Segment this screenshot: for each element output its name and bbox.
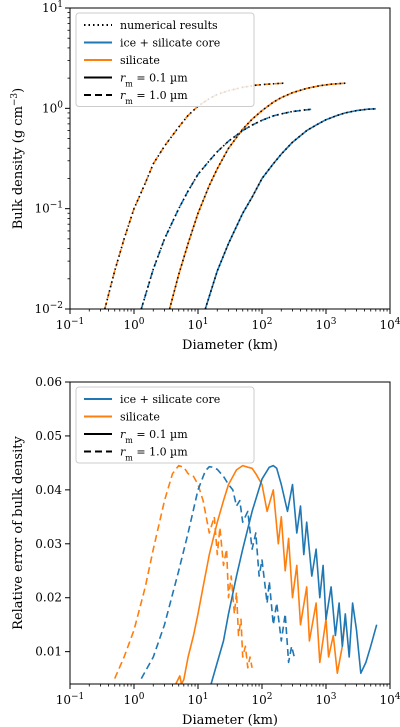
series-line xyxy=(175,464,347,684)
x-axis-label: Diameter (km) xyxy=(182,338,278,353)
y-tick-label: 0.05 xyxy=(35,429,62,443)
legend-label: rm = 1.0 µm xyxy=(120,446,188,463)
numerical-results-line xyxy=(204,108,376,309)
y-axis-label: Bulk density (g cm−3) xyxy=(10,88,26,230)
x-tick-label: 101 xyxy=(187,692,208,707)
numerical-results-line xyxy=(140,108,312,309)
series-line xyxy=(210,464,378,684)
y-tick-label: 100 xyxy=(42,100,63,115)
x-tick-label: 100 xyxy=(123,317,144,332)
legend-label: silicate xyxy=(120,411,160,424)
y-tick-label: 0.01 xyxy=(35,645,62,659)
y-tick-label: 10−2 xyxy=(34,301,63,316)
x-tick-label: 103 xyxy=(315,317,336,332)
density-panel: 10−1 100 101 102 103 10410−210−1100101Diamete… xyxy=(10,0,400,353)
numerical-results-line xyxy=(168,82,346,309)
x-tick-label: 100 xyxy=(123,692,144,707)
series-line xyxy=(113,464,253,679)
x-tick-label: 10−1 xyxy=(56,317,85,332)
legend-label: ice + silicate core xyxy=(120,393,220,406)
x-tick-label: 102 xyxy=(251,317,272,332)
legend-label: rm = 0.1 µm xyxy=(120,72,188,89)
x-tick-label: 10−1 xyxy=(56,692,85,707)
y-tick-label: 0.06 xyxy=(35,375,62,389)
plot-frame xyxy=(69,381,391,685)
series-line xyxy=(104,82,284,309)
x-tick-label: 101 xyxy=(187,317,208,332)
x-tick-label: 104 xyxy=(379,317,400,332)
series-line xyxy=(168,82,346,309)
legend-box xyxy=(75,386,255,464)
plot-frame xyxy=(69,7,391,310)
series-line xyxy=(140,108,312,309)
x-tick-label: 103 xyxy=(315,692,336,707)
legend-label: rm = 0.1 µm xyxy=(120,428,188,445)
y-tick-label: 0.02 xyxy=(35,591,62,605)
x-tick-label: 102 xyxy=(251,692,272,707)
legend-label: numerical results xyxy=(120,19,218,32)
numerical-results-line xyxy=(104,82,284,309)
y-tick-label: 101 xyxy=(42,0,63,15)
series-line xyxy=(140,465,296,679)
legend-label: silicate xyxy=(120,54,160,67)
x-tick-label: 104 xyxy=(379,692,400,707)
y-tick-label: 0.04 xyxy=(35,483,62,497)
y-tick-label: 0.03 xyxy=(35,537,62,551)
error-panel: 10−1 100 101 102 103 104 0.01 0.02 0.03 0.04 0.05 0… xyxy=(11,375,400,727)
legend-box xyxy=(75,12,255,107)
x-axis-label: Diameter (km) xyxy=(182,713,278,727)
legend-label: rm = 1.0 µm xyxy=(120,89,188,106)
y-tick-label: 10−1 xyxy=(34,201,63,216)
legend-label: ice + silicate core xyxy=(120,37,220,50)
y-axis-label: Relative error of bulk density xyxy=(11,436,26,630)
series-line xyxy=(204,108,376,309)
